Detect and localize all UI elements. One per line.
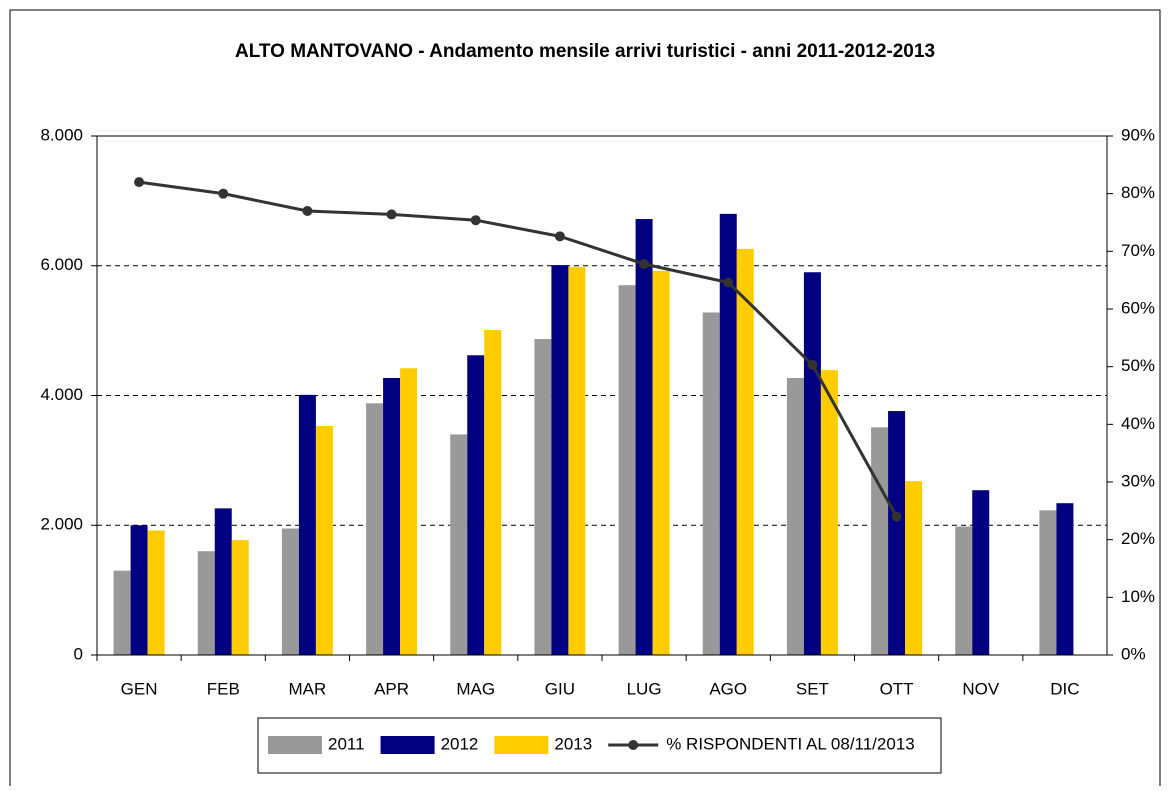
legend-label: 2013 — [554, 734, 592, 753]
y2-tick-label: 90% — [1121, 125, 1155, 144]
bar — [298, 394, 316, 655]
y2-tick-label: 0% — [1121, 644, 1146, 663]
bar — [871, 427, 889, 655]
legend-swatch — [268, 736, 322, 754]
chart-title: ALTO MANTOVANO - Andamento mensile arriv… — [235, 41, 935, 62]
line-marker — [470, 215, 481, 226]
y2-tick-label: 80% — [1121, 183, 1155, 202]
bar — [147, 530, 165, 655]
legend-label: 2012 — [441, 734, 479, 753]
x-tick-label: MAR — [289, 679, 327, 698]
y-tick-label: 0 — [74, 644, 83, 663]
y-tick-label: 6.000 — [40, 255, 83, 274]
bar — [888, 411, 906, 655]
y2-tick-label: 60% — [1121, 298, 1155, 317]
x-tick-label: NOV — [962, 679, 1000, 698]
legend-swatch — [380, 736, 435, 754]
bar — [315, 425, 333, 655]
bar — [197, 551, 215, 655]
y2-tick-label: 50% — [1121, 356, 1155, 375]
line-marker — [723, 277, 734, 288]
bar — [450, 434, 468, 655]
x-tick-label: OTT — [880, 679, 914, 698]
bar — [1056, 503, 1074, 655]
bar — [955, 526, 973, 655]
y-tick-label: 2.000 — [40, 515, 83, 534]
bar — [905, 481, 923, 655]
y2-tick-label: 20% — [1121, 529, 1155, 548]
x-tick-label: GIU — [545, 679, 575, 698]
x-tick-label: FEB — [207, 679, 240, 698]
x-tick-label: LUG — [627, 679, 662, 698]
bar — [467, 355, 485, 655]
x-tick-label: AGO — [709, 679, 747, 698]
bar — [484, 329, 502, 655]
line-marker — [302, 205, 313, 216]
line-marker — [134, 177, 145, 188]
x-tick-label: DIC — [1050, 679, 1079, 698]
line-marker — [639, 259, 650, 270]
line — [138, 180, 898, 518]
bar — [534, 339, 552, 655]
line-marker — [807, 359, 818, 370]
bar — [736, 248, 754, 655]
y-tick-label: 8.000 — [40, 125, 83, 144]
bar — [130, 525, 148, 655]
x-tick-label: SET — [796, 679, 829, 698]
line-marker — [554, 231, 565, 242]
bar — [702, 312, 720, 655]
bar — [551, 265, 569, 655]
x-tick-label: MAG — [456, 679, 495, 698]
bar — [113, 570, 131, 655]
y2-tick-label: 30% — [1121, 471, 1155, 490]
bar — [803, 272, 821, 655]
legend-label: 2011 — [328, 734, 365, 753]
legend-box — [257, 717, 942, 774]
bar — [383, 377, 401, 655]
bar — [366, 403, 384, 655]
bar — [281, 528, 299, 655]
bar — [618, 285, 636, 655]
bar — [214, 508, 232, 655]
line-marker — [891, 511, 902, 522]
y-tick-label: 4.000 — [40, 385, 83, 404]
y2-tick-label: 40% — [1121, 414, 1155, 433]
legend-marker — [628, 740, 639, 750]
bar — [652, 270, 670, 655]
bar — [820, 370, 838, 655]
legend-label: % RISPONDENTI AL 08/11/2013 — [666, 734, 915, 753]
legend-swatch — [494, 736, 549, 754]
bar — [568, 267, 586, 655]
bar — [972, 490, 990, 655]
bar — [1039, 510, 1057, 655]
bar — [786, 377, 804, 655]
bar — [400, 368, 418, 655]
y2-tick-label: 10% — [1121, 587, 1155, 606]
x-tick-label: GEN — [121, 679, 158, 698]
bar — [719, 213, 737, 655]
line-marker — [218, 188, 229, 199]
x-tick-label: APR — [374, 679, 409, 698]
y2-tick-label: 70% — [1121, 241, 1155, 260]
bar — [635, 219, 653, 656]
bar — [231, 540, 249, 655]
line-marker — [386, 209, 397, 220]
